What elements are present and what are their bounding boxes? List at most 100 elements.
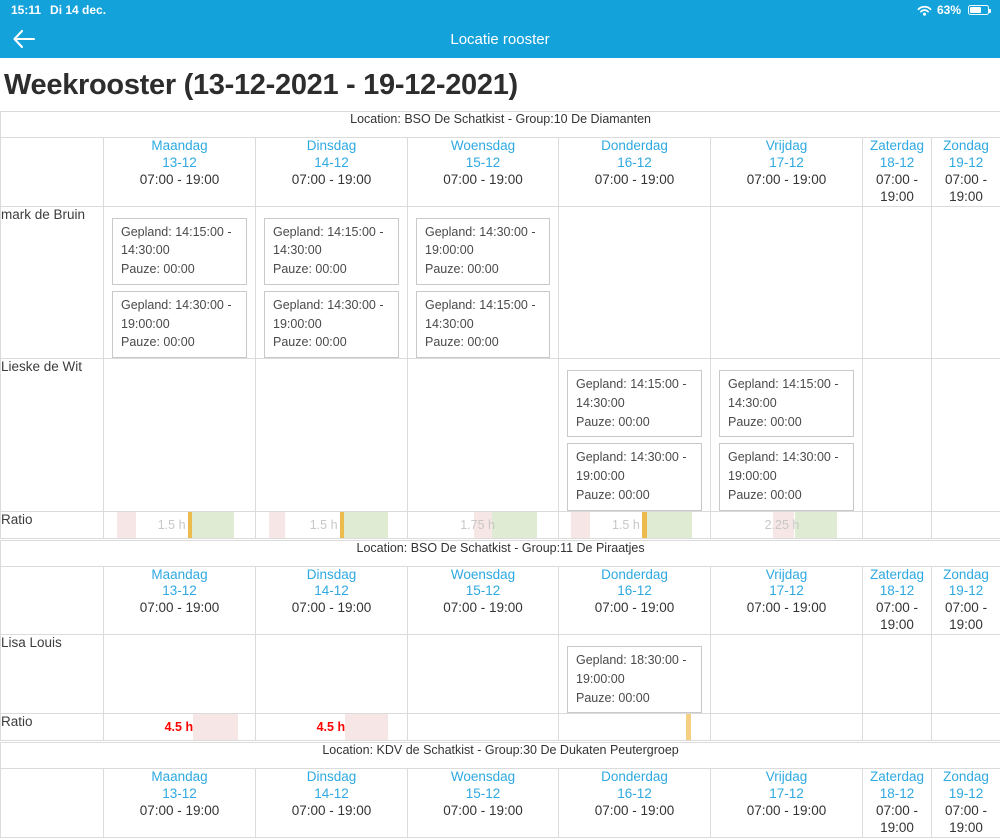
day-hours: 07:00 - 19:00	[408, 600, 558, 617]
ratio-bar: 1.5 h	[256, 512, 407, 538]
day-name: Woensdag	[408, 769, 558, 786]
day-name: Dinsdag	[256, 769, 407, 786]
gepland-text: Gepland: 14:15:00 - 14:30:00	[121, 223, 238, 261]
ratio-bar: 1.5 h	[559, 512, 710, 538]
day-date: 16-12	[559, 786, 710, 803]
ratio-bar: 2.25 h	[711, 512, 862, 538]
day-name: Vrijdag	[711, 567, 862, 584]
day-name: Zaterdag	[863, 138, 931, 155]
day-hours: 07:00 - 19:00	[711, 600, 862, 617]
ratio-bar	[408, 714, 558, 740]
ratio-hours-label: 1.5 h	[158, 518, 186, 532]
schedule-day-cell	[863, 206, 932, 359]
day-date: 15-12	[408, 786, 558, 803]
ratio-day-cell	[559, 714, 711, 741]
day-name: Donderdag	[559, 567, 710, 584]
day-date: 15-12	[408, 583, 558, 600]
schedule-day-cell	[711, 635, 863, 714]
gepland-text: Gepland: 14:30:00 - 19:00:00	[121, 296, 238, 334]
person-name-cell: Lisa Louis	[1, 635, 104, 714]
day-hours: 07:00 - 19:00	[559, 803, 710, 820]
day-name: Zondag	[932, 138, 1000, 155]
gepland-text: Gepland: 14:30:00 - 19:00:00	[576, 448, 693, 486]
ratio-hours-label: 2.25 h	[765, 518, 800, 532]
pauze-text: Pauze: 00:00	[273, 260, 390, 279]
schedule-table: Location: BSO De Schatkist - Group:11 De…	[0, 540, 1000, 742]
ratio-segment	[117, 512, 136, 538]
ratio-hours-label: 4.5 h	[317, 720, 346, 734]
schedule-day-cell	[863, 359, 932, 512]
back-button[interactable]	[12, 29, 36, 49]
battery-icon	[968, 5, 989, 15]
ratio-segment	[344, 512, 388, 538]
corner-cell	[1, 566, 104, 635]
day-name: Maandag	[104, 769, 255, 786]
ratio-bar	[932, 512, 1000, 538]
pauze-text: Pauze: 00:00	[728, 413, 845, 432]
day-hours: 07:00 - 19:00	[711, 172, 862, 189]
location-header-row: Location: BSO De Schatkist - Group:10 De…	[1, 112, 1000, 138]
pauze-text: Pauze: 00:00	[121, 333, 238, 352]
gepland-text: Gepland: 14:30:00 - 19:00:00	[425, 223, 541, 261]
schedule-table: Location: KDV de Schatkist - Group:30 De…	[0, 742, 1000, 838]
day-date: 16-12	[559, 155, 710, 172]
day-hours: 07:00 - 19:00	[408, 172, 558, 189]
ratio-segment	[647, 512, 692, 538]
schedule-day-cell	[408, 359, 559, 512]
ratio-hours-label: 1.75 h	[460, 518, 495, 532]
ratio-bar	[863, 512, 931, 538]
gepland-text: Gepland: 18:30:00 - 19:00:00	[576, 651, 693, 689]
schedule-day-cell	[932, 206, 1000, 359]
ratio-bar	[932, 714, 1000, 740]
gepland-text: Gepland: 14:30:00 - 19:00:00	[728, 448, 845, 486]
battery-percent: 63%	[937, 3, 961, 17]
ratio-segment	[345, 714, 388, 740]
day-date: 16-12	[559, 583, 710, 600]
schedule-day-cell	[256, 359, 408, 512]
ratio-day-cell: 1.5 h	[104, 511, 256, 538]
day-date: 18-12	[863, 155, 931, 172]
day-name: Donderdag	[559, 769, 710, 786]
corner-cell	[1, 769, 104, 838]
ratio-segment	[192, 512, 234, 538]
nav-title: Locatie rooster	[0, 31, 1000, 48]
day-hours: 07:00 - 19:00	[256, 172, 407, 189]
day-hours: 07:00 - 19:00	[863, 803, 931, 837]
